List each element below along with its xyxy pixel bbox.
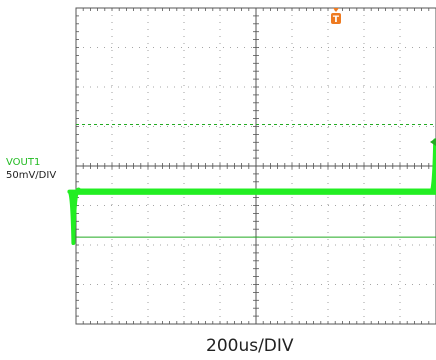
channel-scale-label: 50mV/DIV — [6, 170, 57, 181]
scope-grid — [75, 7, 436, 325]
channel-name-label: VOUT1 — [6, 157, 41, 168]
transient-undershoot — [67, 187, 83, 246]
scope-markers: T — [331, 8, 436, 146]
ground-marker-icon — [430, 138, 436, 146]
trigger-label: T — [333, 15, 340, 25]
trigger-arrow-icon — [333, 8, 339, 12]
trigger-box-icon — [331, 13, 341, 24]
transient-overshoot — [429, 138, 436, 194]
timebase-label: 200us/DIV — [206, 336, 294, 356]
noise-band — [76, 188, 436, 195]
cursor-lines — [76, 124, 436, 238]
vout1-trace — [67, 138, 436, 246]
